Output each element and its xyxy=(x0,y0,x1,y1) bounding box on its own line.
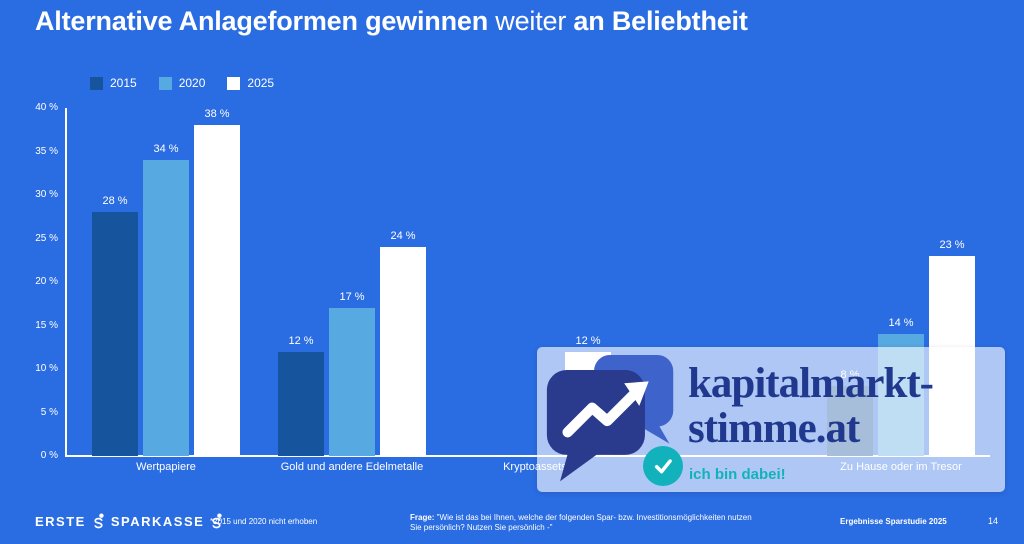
legend-label: 2025 xyxy=(247,76,275,90)
legend-item-2020: 2020 xyxy=(158,76,206,90)
legend-swatch xyxy=(158,76,172,90)
watermark-brand-line1: kapitalmarkt- xyxy=(688,360,934,407)
bar-value-label: 12 % xyxy=(575,335,601,347)
legend-item-2025: 2025 xyxy=(227,76,274,90)
legend-swatch xyxy=(90,76,103,90)
legend-swatch xyxy=(227,76,241,90)
kapitalmarkt-stimme-watermark: kapitalmarkt- stimme.at ich bin dabei! xyxy=(537,347,1005,492)
bar-2020-0 xyxy=(143,160,189,456)
sparkasse-s-icon xyxy=(212,513,222,529)
bar-2015-1 xyxy=(278,352,324,456)
y-axis-line xyxy=(65,108,67,456)
y-tick-label: 5 % xyxy=(40,406,58,418)
bar-value-label: 14 % xyxy=(888,317,914,329)
source-label: Ergebnisse Sparstudie 2025 xyxy=(840,517,947,526)
bar-value-label: 28 % xyxy=(102,195,128,207)
y-tick-label: 25 % xyxy=(35,232,58,244)
chart-legend: 2015 2020 2025 xyxy=(90,76,274,90)
speech-bubbles-arrow-icon xyxy=(546,354,674,482)
watermark-brand-text: kapitalmarkt- stimme.at xyxy=(688,360,934,452)
page-number: 14 xyxy=(988,516,999,526)
watermark-tagline: ich bin dabei! xyxy=(689,466,786,483)
page-title: Alternative Anlageformen gewinnen weiter… xyxy=(35,6,748,37)
x-category-label: Wertpapiere xyxy=(136,461,196,473)
bar-value-label: 38 % xyxy=(204,108,230,120)
y-tick-label: 40 % xyxy=(35,102,58,113)
bar-2025-1 xyxy=(380,247,426,456)
x-axis-line xyxy=(65,455,990,457)
legend-label: 2015 xyxy=(110,76,137,90)
x-category-label: Gold und andere Edelmetalle xyxy=(280,461,424,473)
erste-sparkasse-logo: ERSTE SPARKASSE xyxy=(35,513,223,530)
title-part-bold-2: an Beliebtheit xyxy=(573,6,748,36)
survey-question-label: Frage: xyxy=(410,513,435,522)
y-tick-label: 15 % xyxy=(35,319,58,331)
y-tick-label: 20 % xyxy=(35,276,58,287)
bar-2020-1 xyxy=(329,308,375,456)
bar-value-label: 34 % xyxy=(153,143,179,155)
bar-value-label: 23 % xyxy=(939,239,965,251)
bar-value-label: 17 % xyxy=(339,291,365,303)
sparkasse-s-icon xyxy=(94,513,104,529)
y-tick-label: 30 % xyxy=(35,189,58,200)
checkmark-badge-icon xyxy=(643,446,683,486)
y-tick-label: 0 % xyxy=(40,450,58,461)
survey-question: Frage: "Wie ist das bei Ihnen, welche de… xyxy=(410,513,755,533)
chart-footnote: *2015 und 2020 nicht erhoben xyxy=(210,517,318,526)
bar-2015-0 xyxy=(92,212,138,456)
logo-text-erste: ERSTE xyxy=(35,514,86,529)
bar-value-label: 24 % xyxy=(390,230,416,242)
y-tick-label: 35 % xyxy=(35,145,58,157)
legend-item-2015: 2015 xyxy=(90,76,137,90)
bar-2025-0 xyxy=(194,125,240,456)
title-part-regular: weiter xyxy=(487,6,574,36)
watermark-brand-line2: stimme.at xyxy=(688,405,860,452)
y-tick-label: 10 % xyxy=(35,363,58,374)
title-part-bold-1: Alternative Anlageformen gewinnen xyxy=(35,6,488,36)
legend-label: 2020 xyxy=(178,76,206,90)
bar-value-label: 12 % xyxy=(288,335,314,347)
logo-text-sparkasse: SPARKASSE xyxy=(110,514,205,529)
survey-question-text: "Wie ist das bei Ihnen, welche der folge… xyxy=(410,513,752,532)
